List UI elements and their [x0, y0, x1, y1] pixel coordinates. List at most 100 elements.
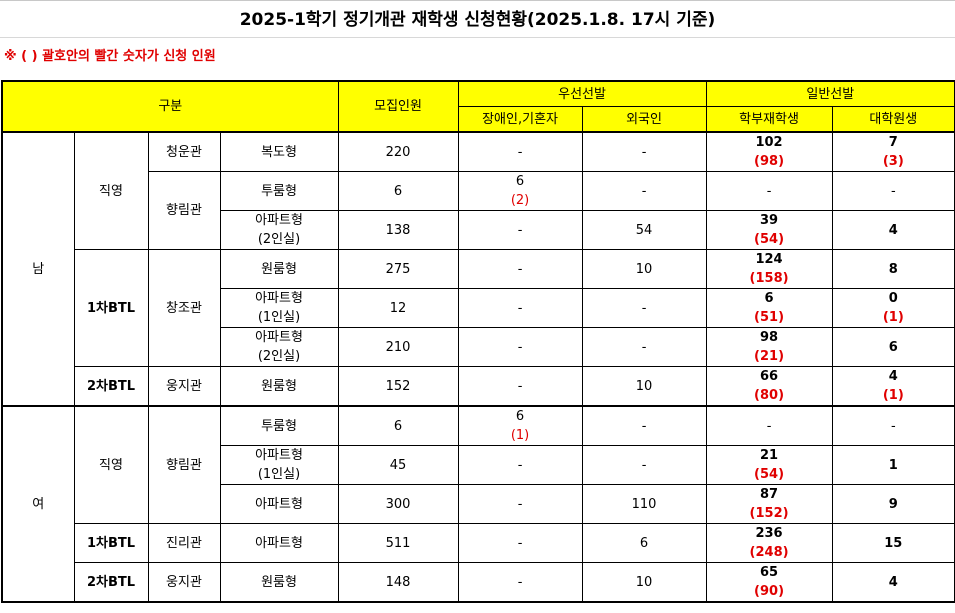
- undergrad-cell: -: [705, 405, 833, 446]
- disabled-cell: -: [457, 288, 583, 328]
- hall-cell: 진리관: [147, 523, 221, 563]
- grad-cell: 4: [831, 562, 955, 603]
- disabled-cell: 6 (2): [457, 171, 583, 211]
- room-type-cell: 아파트형 (1인실): [219, 288, 339, 328]
- table-row: 1차BTL 진리관 아파트형 511 - 6 236 (248) 15: [2, 523, 955, 563]
- grad-cell: 15: [831, 523, 955, 563]
- recruit-cell: 511: [337, 523, 459, 563]
- header-general-undergrad: 학부재학생: [705, 106, 833, 133]
- recruit-cell: 275: [337, 249, 459, 289]
- grad-cell: 4: [831, 210, 955, 250]
- recruit-cell: 300: [337, 484, 459, 524]
- table-row: 여 직영 향림관 투룸형 6 6 (1) - - -: [1, 405, 955, 603]
- undergrad-cell: 65 (90): [705, 562, 833, 603]
- foreign-cell: 6: [581, 523, 707, 563]
- foreign-cell: 10: [581, 249, 707, 289]
- undergrad-cell: 21 (54): [705, 445, 833, 485]
- recruit-cell: 210: [337, 327, 459, 367]
- note-text: ※ ( ) 괄호안의 빨간 숫자가 신청 인원: [4, 49, 216, 64]
- header-priority-foreign: 외국인: [581, 106, 707, 133]
- foreign-cell: 10: [581, 366, 707, 407]
- grad-cell: -: [831, 171, 955, 211]
- hall-cell: 창조관: [147, 249, 221, 367]
- group-male: 남: [1, 131, 75, 407]
- disabled-cell: -: [457, 131, 583, 172]
- room-type-cell: 아파트형 (2인실): [219, 210, 339, 250]
- undergrad-cell: 124 (158): [705, 249, 833, 289]
- header-category: 구분: [0, 80, 339, 133]
- foreign-cell: -: [581, 171, 707, 211]
- undergrad-cell: 66 (80): [705, 366, 833, 407]
- type-cell: 2차BTL: [73, 562, 149, 603]
- room-type-cell: 투룸형: [219, 171, 339, 211]
- room-type-cell: 원룸형: [219, 366, 339, 407]
- room-type-cell: 아파트형 (2인실): [219, 327, 339, 367]
- type-cell: 직영: [73, 405, 149, 524]
- disabled-cell: -: [457, 327, 583, 367]
- header-recruit: 모집인원: [337, 80, 459, 133]
- table-row: 아파트형 (1인실) 45 - - 21 (54) 1: [2, 445, 955, 485]
- table-row: 2차BTL 웅지관 원룸형 148 - 10 65 (90) 4: [2, 562, 955, 603]
- table-row: 남 직영 청운관 복도형 220 - - 102 (98) 7 (3): [1, 131, 955, 407]
- page-title: 2025-1학기 정기개관 재학생 신청현황(2025.1.8. 17시 기준): [0, 0, 955, 38]
- header-general: 일반선발: [705, 80, 955, 107]
- room-type-cell: 투룸형: [219, 405, 339, 446]
- foreign-cell: -: [581, 288, 707, 328]
- application-status-table: 구분 모집인원 우선선발 일반선발 장애인,기혼자 외국인 학부재학생 대학원생…: [0, 80, 955, 603]
- room-type-cell: 원룸형: [219, 249, 339, 289]
- undergrad-cell: -: [705, 171, 833, 211]
- undergrad-cell: 87 (152): [705, 484, 833, 524]
- hall-cell: 향림관: [147, 171, 221, 250]
- disabled-cell: -: [457, 210, 583, 250]
- type-cell: 1차BTL: [73, 249, 149, 367]
- table-row: 1차BTL 창조관 원룸형 275 - 10 124 (158) 8: [2, 249, 955, 367]
- foreign-cell: -: [581, 131, 707, 172]
- grad-cell: 6: [831, 327, 955, 367]
- foreign-cell: 110: [581, 484, 707, 524]
- recruit-cell: 148: [337, 562, 459, 603]
- recruit-cell: 45: [337, 445, 459, 485]
- recruit-cell: 6: [337, 171, 459, 211]
- hall-cell: 향림관: [147, 405, 221, 524]
- foreign-cell: 54: [581, 210, 707, 250]
- undergrad-cell: 6 (51): [705, 288, 833, 328]
- foreign-cell: 10: [581, 562, 707, 603]
- recruit-cell: 12: [337, 288, 459, 328]
- room-type-cell: 아파트형: [219, 484, 339, 524]
- disabled-cell: -: [457, 366, 583, 407]
- grad-cell: 7 (3): [831, 131, 955, 172]
- recruit-cell: 152: [337, 366, 459, 407]
- table-row: 2차BTL 웅지관 원룸형 152 - 10 66 (80) 4 (1): [2, 366, 955, 407]
- disabled-cell: -: [457, 562, 583, 603]
- type-cell: 직영: [73, 131, 149, 250]
- undergrad-cell: 39 (54): [705, 210, 833, 250]
- disabled-cell: -: [457, 523, 583, 563]
- undergrad-cell: 102 (98): [705, 131, 833, 172]
- disabled-cell: -: [457, 484, 583, 524]
- room-type-cell: 아파트형 (1인실): [219, 445, 339, 485]
- table-row: 향림관 투룸형 6 6 (2) - - -: [2, 171, 955, 250]
- undergrad-cell: 236 (248): [705, 523, 833, 563]
- undergrad-cell: 98 (21): [705, 327, 833, 367]
- grad-cell: 9: [831, 484, 955, 524]
- recruit-cell: 6: [337, 405, 459, 446]
- room-type-cell: 원룸형: [219, 562, 339, 603]
- grad-cell: -: [831, 405, 955, 446]
- disabled-cell: -: [457, 445, 583, 485]
- room-type-cell: 복도형: [219, 131, 339, 172]
- grad-cell: 0 (1): [831, 288, 955, 328]
- grad-cell: 1: [831, 445, 955, 485]
- header-priority: 우선선발: [457, 80, 707, 107]
- group-female: 여: [1, 405, 75, 603]
- recruit-cell: 220: [337, 131, 459, 172]
- disabled-cell: 6 (1): [457, 405, 583, 446]
- room-type-cell: 아파트형: [219, 523, 339, 563]
- hall-cell: 청운관: [147, 131, 221, 172]
- hall-cell: 웅지관: [147, 562, 221, 603]
- disabled-cell: -: [457, 249, 583, 289]
- foreign-cell: -: [581, 405, 707, 446]
- foreign-cell: -: [581, 445, 707, 485]
- header-general-grad: 대학원생: [831, 106, 955, 133]
- table-row: 아파트형 (2인실) 210 - - 98 (21) 6: [2, 327, 955, 367]
- hall-cell: 웅지관: [147, 366, 221, 407]
